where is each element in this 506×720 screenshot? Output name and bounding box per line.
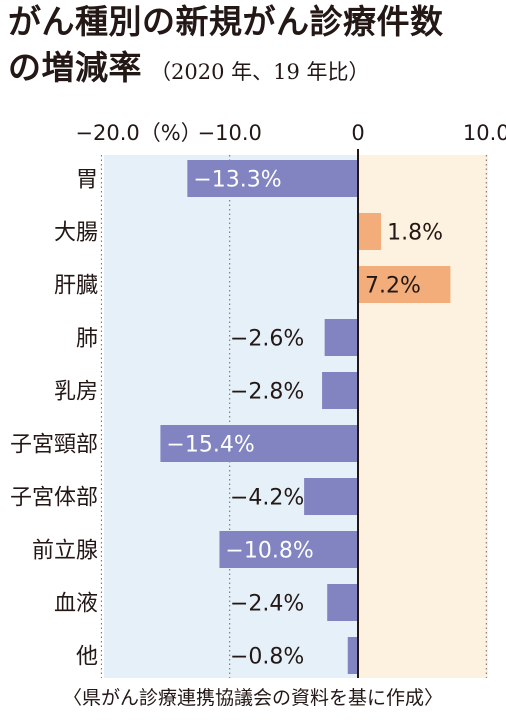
- tick-label: 10.0: [463, 121, 506, 145]
- category-label: 大腸: [54, 221, 98, 246]
- data-label: −15.4%: [166, 433, 254, 458]
- tick-label: 0: [351, 121, 364, 145]
- data-label: −10.8%: [225, 539, 313, 564]
- bar: [358, 213, 382, 250]
- bar: [187, 160, 358, 197]
- data-label: 7.2%: [365, 274, 421, 299]
- tick-label: −20.0（%）: [75, 121, 201, 145]
- category-label: 胃: [76, 168, 98, 193]
- category-label: 子宮体部: [10, 486, 98, 511]
- bar: [358, 266, 451, 303]
- source-note: 〈県がん診療連携協議会の資料を基に作成〉: [62, 687, 443, 709]
- chart-title-line-2: の増減率 （2020 年、19 年比）: [8, 48, 370, 92]
- category-label: 肝臓: [54, 274, 98, 299]
- data-label: −2.6%: [230, 327, 304, 352]
- bar: [160, 425, 358, 462]
- title-line-1: がん種別の新規がん診療件数: [8, 2, 444, 41]
- category-label: 乳房: [54, 380, 98, 405]
- category-label: 血液: [54, 592, 98, 617]
- data-label: −2.4%: [230, 592, 304, 617]
- data-label: −4.2%: [230, 486, 304, 511]
- chart-subtitle: （2020 年、19 年比）: [150, 60, 370, 84]
- bar: [347, 637, 358, 674]
- data-label: −13.3%: [193, 168, 281, 193]
- category-label: 子宮頸部: [10, 433, 98, 458]
- data-label: 1.8%: [387, 221, 443, 246]
- bar: [327, 584, 358, 621]
- category-label: 肺: [76, 327, 98, 352]
- category-label: 他: [76, 645, 98, 670]
- chart-title: がん種別の新規がん診療件数: [8, 2, 444, 42]
- bar: [219, 531, 358, 568]
- tick-label: −10.0: [198, 121, 262, 145]
- title-line-2: の増減率: [8, 48, 142, 87]
- data-label: −2.8%: [230, 380, 304, 405]
- negative-region-bg: [104, 155, 358, 678]
- category-label: 前立腺: [32, 539, 98, 564]
- bar: [324, 319, 358, 356]
- data-label: −0.8%: [230, 645, 304, 670]
- bar: [322, 372, 358, 409]
- bar: [304, 478, 358, 515]
